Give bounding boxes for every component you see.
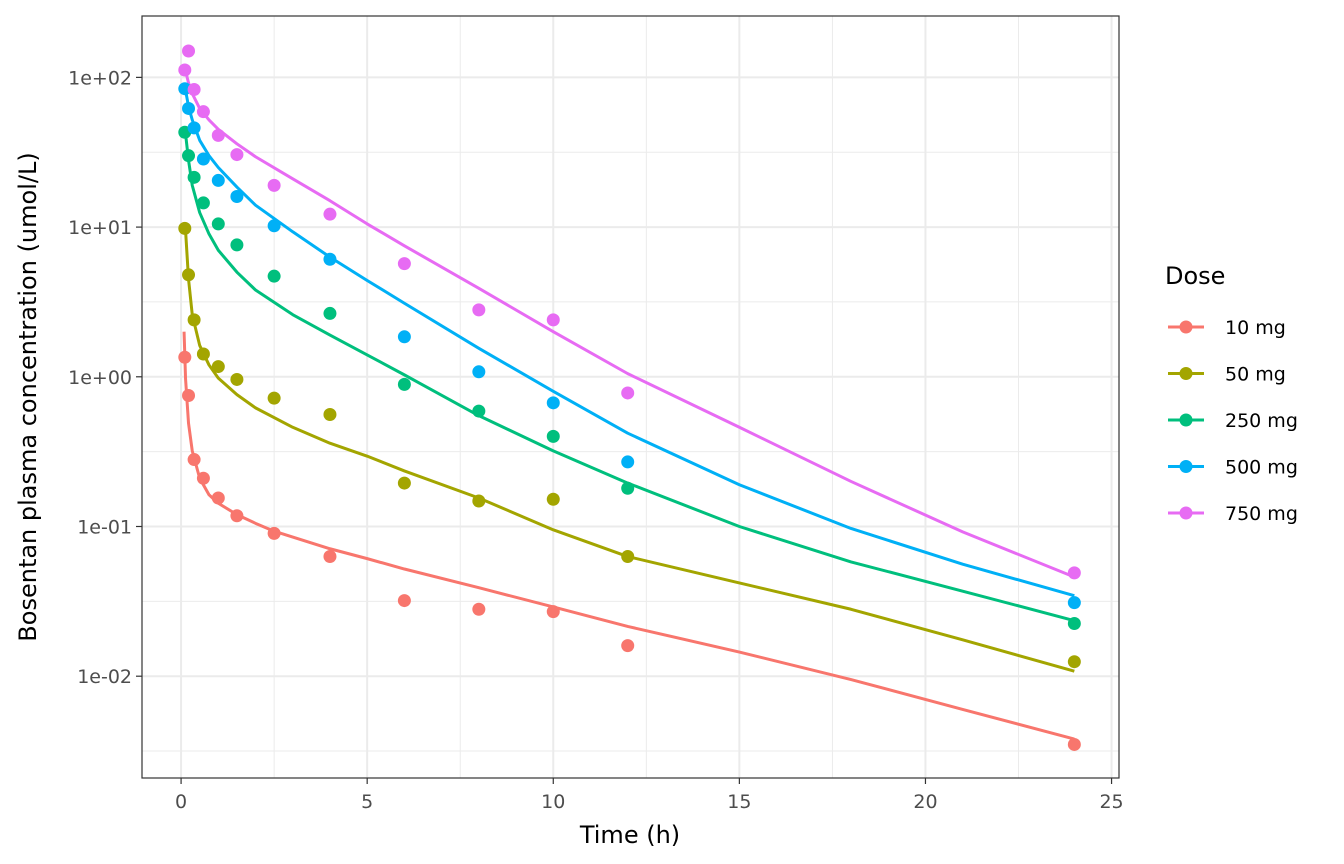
predicted-line-250-mg (184, 133, 1075, 623)
legend-label: 250 mg (1225, 410, 1298, 432)
minor-gridlines (142, 16, 1119, 778)
x-tick-label: 5 (361, 791, 373, 813)
observed-point (397, 330, 411, 344)
observed-point (621, 639, 635, 653)
observed-point (621, 481, 635, 495)
observed-point (182, 149, 196, 163)
observed-point (621, 550, 635, 564)
observed-point (187, 453, 201, 467)
legend-key-point (1179, 506, 1193, 520)
observed-point (1067, 566, 1081, 580)
major-gridlines (142, 16, 1119, 778)
legend-key-point (1179, 320, 1193, 334)
legend-title: Dose (1165, 262, 1225, 290)
observed-point (546, 429, 560, 443)
observed-point (178, 82, 192, 96)
observed-point (182, 268, 196, 282)
observed-point (196, 471, 210, 485)
observed-point (267, 526, 281, 540)
observed-point (546, 396, 560, 410)
y-tick-label: 1e+00 (68, 367, 132, 389)
observed-point (472, 494, 486, 508)
observed-point (323, 207, 337, 221)
observed-point (230, 372, 244, 386)
y-tick-label: 1e+01 (68, 217, 132, 239)
observed-point (267, 178, 281, 192)
observed-point (182, 101, 196, 115)
observed-point (196, 196, 210, 210)
observed-point (621, 386, 635, 400)
observed-point (211, 217, 225, 231)
observed-point (187, 313, 201, 327)
observed-point (546, 313, 560, 327)
observed-point (182, 388, 196, 402)
observed-point (230, 509, 244, 523)
x-tick-label: 0 (175, 791, 187, 813)
y-tick-label: 1e-01 (77, 516, 132, 538)
observed-point (211, 491, 225, 505)
observed-point (211, 128, 225, 142)
observed-point (546, 492, 560, 506)
observed-point (323, 252, 337, 266)
legend-key-point (1179, 413, 1193, 427)
observed-point (211, 173, 225, 187)
observed-points (178, 44, 1081, 751)
observed-point (1067, 616, 1081, 630)
y-tick-label: 1e-02 (77, 666, 132, 688)
observed-point (267, 219, 281, 233)
predicted-line-50-mg (184, 230, 1075, 673)
observed-point (178, 63, 192, 77)
y-axis: 1e-02 1e-01 1e+00 1e+01 1e+02 (68, 67, 142, 688)
legend-key-point (1179, 367, 1193, 380)
x-tick-label: 15 (727, 791, 751, 813)
observed-point (211, 360, 225, 374)
observed-point (397, 594, 411, 608)
observed-point (323, 306, 337, 320)
observed-point (397, 476, 411, 490)
observed-point (472, 365, 486, 379)
observed-point (472, 404, 486, 418)
plot-panel-border (141, 15, 1120, 779)
y-tick-label: 1e+02 (68, 67, 132, 89)
observed-point (1067, 655, 1081, 669)
legend: Dose 10 mg 50 mg 250 mg 500 mg 750 mg (1165, 262, 1298, 525)
observed-point (230, 148, 244, 162)
legend-label: 50 mg (1225, 364, 1286, 386)
observed-point (323, 407, 337, 421)
observed-point (196, 105, 210, 119)
observed-point (187, 170, 201, 184)
x-axis-title: Time (h) (579, 821, 680, 849)
legend-label: 500 mg (1225, 457, 1298, 479)
x-tick-label: 10 (541, 791, 565, 813)
observed-point (267, 269, 281, 283)
observed-point (323, 550, 337, 564)
observed-point (178, 221, 192, 235)
legend-label: 750 mg (1225, 503, 1298, 525)
observed-point (230, 238, 244, 252)
x-tick-label: 20 (913, 791, 937, 813)
x-axis: 0 5 10 15 20 25 (175, 778, 1124, 813)
observed-point (472, 602, 486, 616)
observed-point (187, 121, 201, 135)
observed-point (230, 190, 244, 204)
x-tick-label: 25 (1099, 791, 1123, 813)
observed-point (187, 82, 201, 96)
observed-point (397, 377, 411, 391)
observed-point (178, 350, 192, 364)
observed-point (196, 152, 210, 166)
observed-point (397, 257, 411, 271)
legend-label: 10 mg (1225, 317, 1286, 339)
observed-point (546, 605, 560, 619)
observed-point (267, 391, 281, 405)
y-axis-title: Bosentan plasma concentration (umol/L) (14, 152, 42, 641)
observed-point (1067, 596, 1081, 610)
observed-point (1067, 737, 1081, 751)
observed-point (621, 455, 635, 469)
observed-point (472, 303, 486, 317)
observed-point (196, 347, 210, 361)
observed-point (182, 44, 196, 58)
legend-key-point (1179, 460, 1193, 473)
